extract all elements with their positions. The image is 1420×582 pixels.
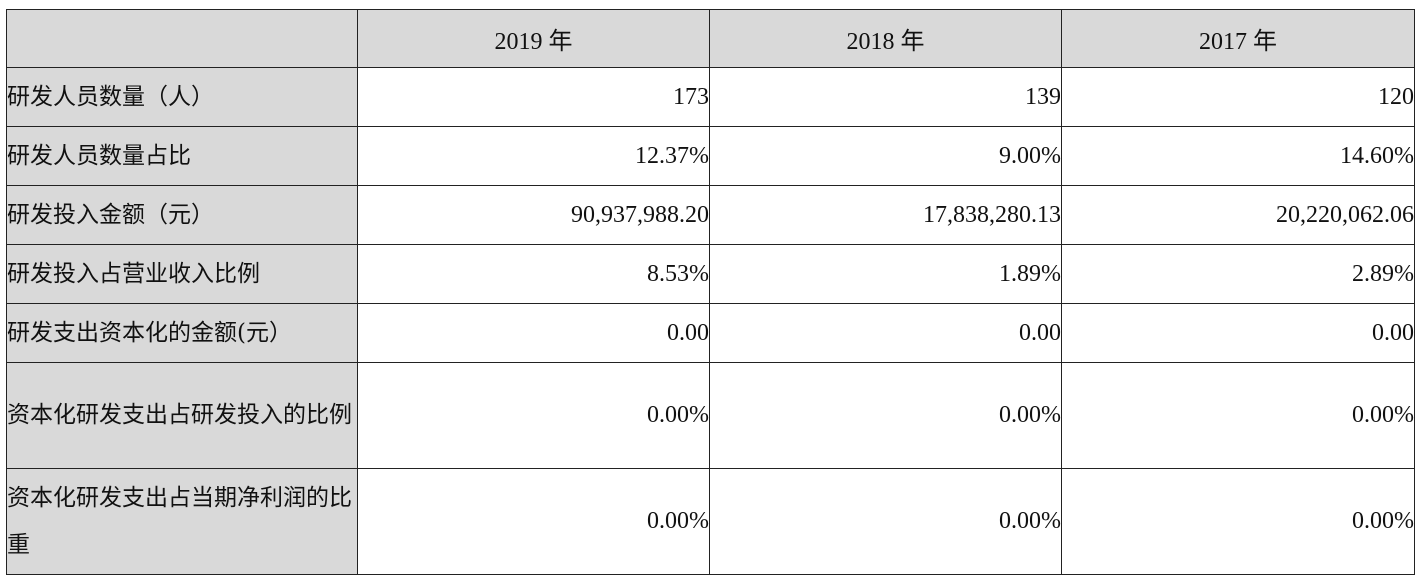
cell-value-2019: 12.37% [357,126,710,186]
header-year-2019: 2019 年 [357,9,710,68]
cell-value-2018: 0.00 [709,303,1062,363]
cell-value-2018: 1.89% [709,244,1062,304]
row-label: 资本化研发支出占当期净利润的比重 [6,468,358,575]
header-year-label: 2019 年 [494,29,573,55]
cell-value-2018: 17,838,280.13 [709,185,1062,245]
header-year-label: 2017 年 [1199,29,1277,55]
cell-value-2017: 0.00% [1061,362,1415,469]
row-label: 研发投入占营业收入比例 [6,244,358,304]
row-label: 研发支出资本化的金额(元） [6,303,358,363]
table-row: 资本化研发支出占研发投入的比例 0.00% 0.00% 0.00% [6,362,1415,469]
table-row: 资本化研发支出占当期净利润的比重 0.00% 0.00% 0.00% [6,468,1415,575]
cell-value-2019: 0.00 [357,303,710,363]
cell-value-2019: 8.53% [357,244,710,304]
cell-value-2018: 139 [709,67,1062,127]
cell-value-2019: 0.00% [357,362,710,469]
header-corner-cell [6,9,358,68]
row-label: 研发人员数量占比 [6,126,358,186]
cell-value-2019: 173 [357,67,710,127]
cell-value-2018: 9.00% [709,126,1062,186]
cell-value-2018: 0.00% [709,362,1062,469]
row-label: 资本化研发支出占研发投入的比例 [6,362,358,469]
cell-value-2017: 20,220,062.06 [1061,185,1415,245]
table-row: 研发投入金额（元） 90,937,988.20 17,838,280.13 20… [6,185,1415,245]
table-row: 研发投入占营业收入比例 8.53% 1.89% 2.89% [6,244,1415,304]
table-row: 研发支出资本化的金额(元） 0.00 0.00 0.00 [6,303,1415,363]
header-year-2018: 2018 年 [709,9,1062,68]
table-row: 研发人员数量占比 12.37% 9.00% 14.60% [6,126,1415,186]
rd-investment-table: 2019 年 2018 年 2017 年 研发人员数量（人） 173 139 1… [6,9,1415,575]
header-year-2017: 2017 年 [1061,9,1415,68]
cell-value-2018: 0.00% [709,468,1062,575]
cell-value-2017: 0.00 [1061,303,1415,363]
row-label: 研发人员数量（人） [6,67,358,127]
cell-value-2017: 2.89% [1061,244,1415,304]
cell-value-2017: 0.00% [1061,468,1415,575]
cell-value-2019: 90,937,988.20 [357,185,710,245]
row-label: 研发投入金额（元） [6,185,358,245]
cell-value-2017: 120 [1061,67,1415,127]
cell-value-2017: 14.60% [1061,126,1415,186]
header-row: 2019 年 2018 年 2017 年 [6,9,1415,68]
cell-value-2019: 0.00% [357,468,710,575]
header-year-label: 2018 年 [846,29,925,55]
table-row: 研发人员数量（人） 173 139 120 [6,67,1415,127]
